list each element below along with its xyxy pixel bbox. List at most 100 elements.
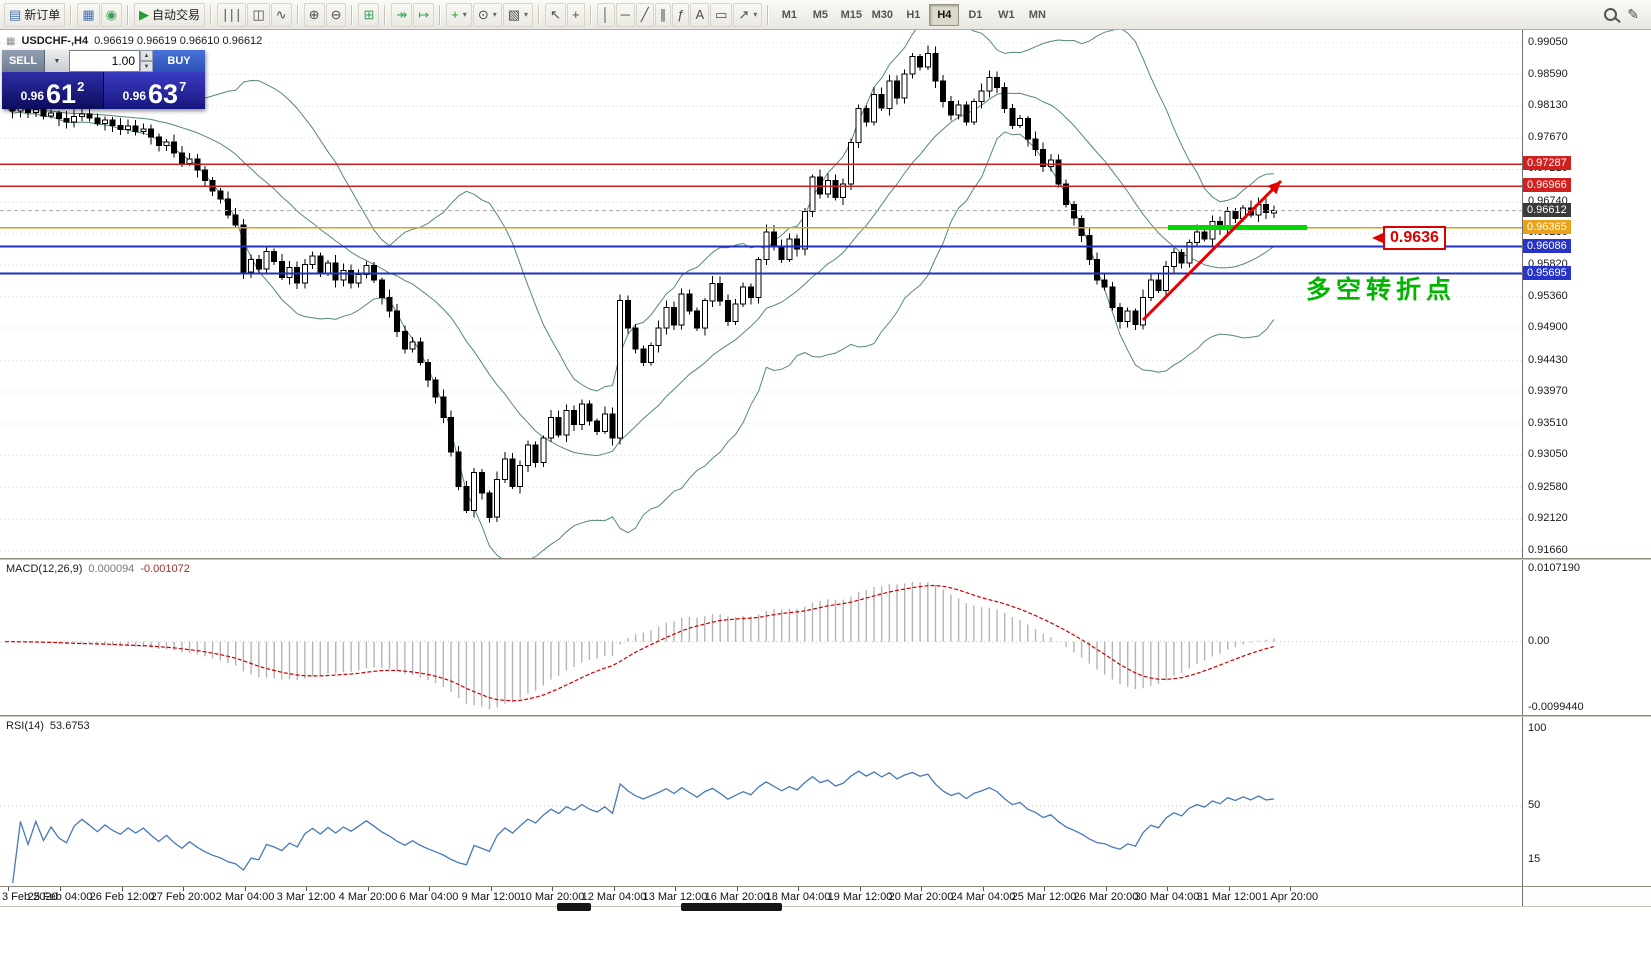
status-fragment bbox=[557, 903, 591, 911]
line-chart-icon: ∿ bbox=[275, 7, 287, 22]
rsi-axis-label: 15 bbox=[1528, 853, 1541, 865]
time-tick bbox=[860, 887, 861, 891]
price-axis-label: 0.99050 bbox=[1528, 36, 1568, 48]
timeframe-d1[interactable]: D1 bbox=[968, 8, 983, 21]
crosshair-button[interactable]: + bbox=[566, 2, 585, 27]
charts-window-button[interactable]: ▦ bbox=[77, 2, 100, 27]
bollinger-bands bbox=[4, 30, 1275, 558]
macd-axis[interactable]: 0.0107190 0.00 -0.0099440 bbox=[1522, 560, 1651, 715]
community-icon: ◉ bbox=[105, 7, 117, 22]
time-tick bbox=[798, 887, 799, 891]
cursor-button[interactable]: ↖ bbox=[545, 2, 566, 27]
sell-button[interactable]: SELL bbox=[2, 50, 44, 72]
bar-chart-button[interactable]: ∣∣∣ bbox=[216, 2, 247, 27]
timeframe-h4[interactable]: H4 bbox=[929, 3, 960, 26]
time-tick bbox=[1106, 887, 1107, 891]
trend-arrow[interactable] bbox=[1141, 179, 1283, 322]
equidistant-channel-button[interactable]: ∥ bbox=[654, 2, 672, 27]
horizontal-line-icon: ─ bbox=[620, 7, 630, 22]
text-label-button[interactable]: ▭ bbox=[710, 2, 733, 27]
time-label: 26 Mar 20:00 bbox=[1073, 891, 1139, 903]
macd-value-main: 0.000094 bbox=[88, 563, 135, 575]
new-order-button[interactable]: ▤ 新订单 bbox=[4, 2, 66, 27]
auto-scroll-button[interactable]: ↠ bbox=[391, 2, 413, 27]
buy-button[interactable]: BUY bbox=[153, 50, 205, 72]
autotrading-button[interactable]: ▶ 自动交易 bbox=[133, 2, 205, 27]
candlestick-chart-button[interactable]: ◫ bbox=[247, 2, 270, 27]
time-tick bbox=[921, 887, 922, 891]
timeframe-m5[interactable]: M5 bbox=[812, 8, 828, 21]
line-chart-button[interactable]: ∿ bbox=[270, 2, 292, 27]
periods-icon: ⊙ bbox=[477, 7, 489, 22]
templates-button[interactable]: ▧ ▾ bbox=[502, 2, 534, 27]
price-axis-label: 0.92120 bbox=[1528, 512, 1568, 524]
time-tick bbox=[552, 887, 553, 891]
panel-splitter[interactable] bbox=[0, 558, 1651, 560]
rsi-panel[interactable]: RSI(14) 53.6753 100 50 15 bbox=[0, 717, 1651, 886]
indicators-button[interactable]: + ▾ bbox=[446, 2, 472, 27]
price-badge: 0.97287 bbox=[1523, 156, 1571, 170]
trendline-button[interactable]: ╱ bbox=[635, 2, 654, 27]
timeframe-m1[interactable]: M1 bbox=[781, 8, 797, 21]
symbol-title: USDCHF-,H4 bbox=[21, 35, 89, 47]
stepper-down-icon: ▼ bbox=[140, 61, 153, 72]
volume-input[interactable]: 1.00 bbox=[69, 50, 140, 72]
time-label: 12 Mar 04:00 bbox=[581, 891, 647, 903]
timeframe-mn[interactable]: MN bbox=[1028, 8, 1046, 21]
time-tick bbox=[429, 887, 430, 891]
price-axis-label: 0.93970 bbox=[1528, 385, 1568, 397]
time-label: 25 Mar 12:00 bbox=[1011, 891, 1077, 903]
zoom-in-button[interactable]: ⊕ bbox=[303, 2, 325, 27]
callout-arrow-icon bbox=[1372, 233, 1383, 243]
time-axis[interactable]: 3 Feb 2020 25 Feb 04:00 26 Feb 12:00 27 Feb… bbox=[0, 886, 1651, 906]
one-click-trading-panel: SELL ▼ 1.00 ▲ ▼ BUY 0.96 61 2 0.96 bbox=[2, 50, 205, 109]
time-tick bbox=[1167, 887, 1168, 891]
timeframe-w1[interactable]: W1 bbox=[998, 8, 1015, 21]
panel-splitter[interactable] bbox=[0, 715, 1651, 717]
macd-panel[interactable]: MACD(12,26,9) 0.000094 -0.001072 0.01071… bbox=[0, 560, 1651, 715]
candlestick-chart[interactable] bbox=[0, 30, 1523, 558]
buy-price[interactable]: 0.96 63 7 bbox=[103, 72, 205, 109]
trendline-icon: ╱ bbox=[640, 7, 649, 22]
community-button[interactable]: ◉ bbox=[100, 2, 122, 27]
horizontal-line-button[interactable]: ─ bbox=[615, 2, 635, 27]
rsi-axis-label: 100 bbox=[1528, 722, 1547, 734]
chart-shift-button[interactable]: ↦ bbox=[413, 2, 435, 27]
price-axis-label: 0.98590 bbox=[1528, 68, 1568, 80]
text-label-icon: ▭ bbox=[715, 7, 728, 22]
charts-window-icon: ▦ bbox=[82, 7, 95, 22]
price-axis-label: 0.94430 bbox=[1528, 354, 1568, 366]
rsi-axis[interactable]: 100 50 15 bbox=[1522, 717, 1651, 886]
price-badge: 0.96086 bbox=[1523, 239, 1571, 253]
crosshair-icon: + bbox=[571, 7, 580, 22]
order-type-dropdown[interactable]: ▼ bbox=[44, 50, 69, 72]
volume-stepper[interactable]: ▲ ▼ bbox=[140, 50, 153, 72]
sell-price[interactable]: 0.96 61 2 bbox=[2, 72, 103, 109]
price-axis-label: 0.92580 bbox=[1528, 481, 1568, 493]
time-label: 20 Mar 20:00 bbox=[888, 891, 954, 903]
tile-windows-button[interactable]: ⊞ bbox=[358, 2, 380, 27]
price-axis-label: 0.91660 bbox=[1528, 544, 1568, 556]
vertical-line-button[interactable]: │ bbox=[596, 2, 615, 27]
zoom-out-button[interactable]: ⊖ bbox=[325, 2, 347, 27]
time-label: 25 Feb 04:00 bbox=[27, 891, 93, 903]
search-icon[interactable] bbox=[1604, 8, 1618, 21]
zoom-out-icon: ⊖ bbox=[330, 7, 342, 22]
compose-icon[interactable]: ✎ bbox=[1627, 6, 1639, 22]
new-order-label: 新订单 bbox=[24, 8, 61, 22]
time-tick bbox=[368, 887, 369, 891]
main-chart-panel[interactable]: ▦ USDCHF-,H4 0.96619 0.96619 0.96610 0.9… bbox=[0, 30, 1651, 558]
fibonacci-button[interactable]: ƒ bbox=[672, 2, 690, 27]
horizontal-line-objects[interactable] bbox=[0, 163, 1523, 275]
arrows-button[interactable]: ↗ ▾ bbox=[733, 2, 763, 27]
sell-price-sup: 2 bbox=[77, 79, 85, 94]
time-tick bbox=[614, 887, 615, 891]
price-axis[interactable]: 0.990500.985900.981300.976700.972100.967… bbox=[1522, 30, 1651, 558]
symbol-ohlc-line: ▦ USDCHF-,H4 0.96619 0.96619 0.96610 0.9… bbox=[6, 35, 262, 47]
timeframe-m15[interactable]: M15 bbox=[840, 8, 863, 21]
periods-button[interactable]: ⊙ ▾ bbox=[472, 2, 502, 27]
macd-label: MACD(12,26,9) 0.000094 -0.001072 bbox=[6, 563, 190, 575]
timeframe-m30[interactable]: M30 bbox=[871, 8, 894, 21]
timeframe-h1[interactable]: H1 bbox=[906, 8, 921, 21]
text-button[interactable]: A bbox=[690, 2, 710, 27]
